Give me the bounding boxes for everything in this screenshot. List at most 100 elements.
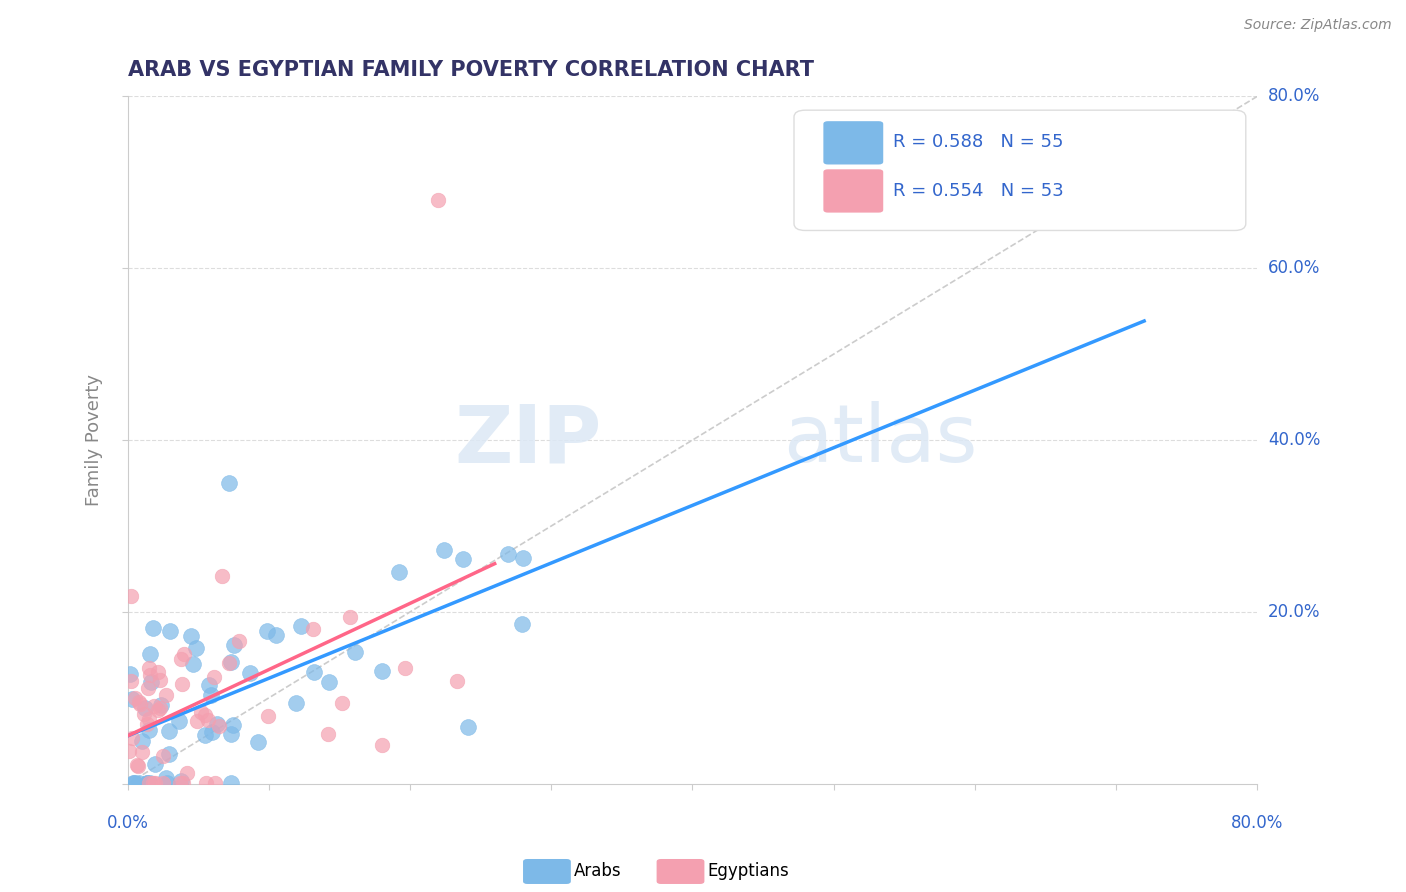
Point <box>128 698 150 712</box>
Text: atlas: atlas <box>783 401 977 479</box>
Point <box>139 668 162 682</box>
Point <box>318 727 340 741</box>
Point <box>157 723 180 738</box>
Point <box>128 695 150 709</box>
Point <box>204 776 226 790</box>
Point <box>498 547 520 561</box>
Point <box>142 776 165 790</box>
Point <box>155 689 177 703</box>
FancyBboxPatch shape <box>794 111 1246 230</box>
Point <box>176 765 198 780</box>
Point <box>169 776 191 790</box>
Text: ARAB VS EGYPTIAN FAMILY POVERTY CORRELATION CHART: ARAB VS EGYPTIAN FAMILY POVERTY CORRELAT… <box>128 60 814 79</box>
Point <box>142 699 165 714</box>
Point <box>194 708 217 723</box>
Point <box>201 725 224 739</box>
Point <box>433 543 456 558</box>
Point <box>211 569 233 583</box>
Point <box>167 714 190 728</box>
Point <box>181 657 204 671</box>
Text: 40.0%: 40.0% <box>1268 431 1320 450</box>
Point <box>124 776 146 790</box>
Point <box>156 776 179 790</box>
Point <box>256 709 278 723</box>
Point <box>145 776 167 790</box>
Point <box>139 776 162 790</box>
Point <box>159 624 181 638</box>
Point <box>118 744 141 758</box>
Point <box>120 673 142 688</box>
Text: 80.0%: 80.0% <box>1268 87 1320 105</box>
Point <box>128 776 150 790</box>
Point <box>239 666 262 681</box>
Point <box>343 645 366 659</box>
Point <box>302 622 325 636</box>
Point <box>172 776 194 790</box>
Text: Source: ZipAtlas.com: Source: ZipAtlas.com <box>1244 18 1392 32</box>
Point <box>200 688 222 702</box>
Point <box>228 634 250 648</box>
Point <box>218 656 240 670</box>
Point <box>131 745 153 759</box>
Point <box>136 681 159 696</box>
FancyBboxPatch shape <box>824 169 883 212</box>
Point <box>198 678 221 692</box>
Point <box>186 640 208 655</box>
Point <box>138 776 160 790</box>
Point <box>339 609 361 624</box>
Point <box>219 727 242 741</box>
Point <box>180 629 202 643</box>
Point <box>318 674 340 689</box>
Point <box>290 619 312 633</box>
Point <box>152 748 174 763</box>
Point <box>142 621 165 635</box>
Point <box>173 648 195 662</box>
Point <box>224 638 246 652</box>
Text: Arabs: Arabs <box>574 863 621 880</box>
Point <box>124 776 146 790</box>
Point <box>194 728 217 742</box>
Point <box>219 776 242 790</box>
Point <box>121 731 143 746</box>
Text: 80.0%: 80.0% <box>1230 814 1284 832</box>
Point <box>134 701 156 715</box>
Point <box>138 723 160 737</box>
Point <box>122 776 145 790</box>
Point <box>510 617 533 632</box>
Text: Egyptians: Egyptians <box>707 863 789 880</box>
Point <box>302 665 325 679</box>
Point <box>135 776 157 790</box>
Point <box>190 706 212 720</box>
Text: R = 0.554   N = 53: R = 0.554 N = 53 <box>893 182 1064 200</box>
Point <box>205 717 228 731</box>
Text: 60.0%: 60.0% <box>1268 260 1320 277</box>
Point <box>170 652 193 666</box>
Point <box>118 667 141 681</box>
Point <box>194 776 217 790</box>
Point <box>427 193 450 207</box>
Point <box>222 717 245 731</box>
Point <box>457 720 479 734</box>
Point <box>125 758 148 772</box>
Point <box>139 674 162 689</box>
Point <box>146 665 169 679</box>
Point <box>136 716 159 731</box>
Point <box>157 747 180 761</box>
Text: R = 0.588   N = 55: R = 0.588 N = 55 <box>893 134 1064 152</box>
Point <box>155 771 177 785</box>
Point <box>202 671 225 685</box>
Point <box>149 673 172 688</box>
Point <box>453 551 475 566</box>
Point <box>512 551 534 566</box>
Point <box>135 776 157 790</box>
Text: ZIP: ZIP <box>454 401 602 479</box>
Point <box>218 475 240 490</box>
Point <box>285 696 308 710</box>
Point <box>246 735 269 749</box>
Point <box>127 759 149 773</box>
Point <box>446 674 468 689</box>
Y-axis label: Family Poverty: Family Poverty <box>86 374 103 506</box>
Point <box>394 661 416 675</box>
Point <box>120 589 142 603</box>
Text: 0.0%: 0.0% <box>107 814 149 832</box>
